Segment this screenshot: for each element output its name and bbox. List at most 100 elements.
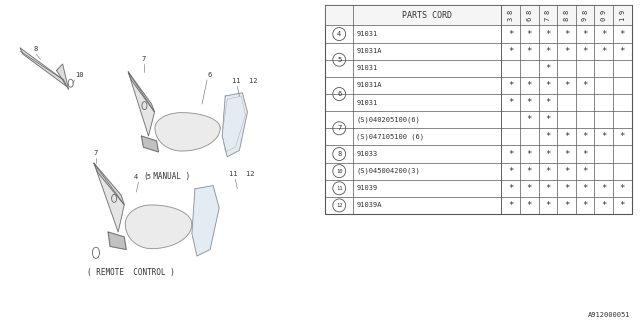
Text: *: * — [564, 184, 569, 193]
Polygon shape — [141, 136, 159, 152]
Text: *: * — [527, 81, 532, 90]
Text: *: * — [508, 201, 513, 210]
Text: 1: 1 — [620, 17, 625, 21]
Text: *: * — [545, 184, 550, 193]
Text: 4  5: 4 5 — [134, 174, 151, 180]
Text: ( REMOTE  CONTROL ): ( REMOTE CONTROL ) — [88, 268, 175, 277]
Text: 8: 8 — [545, 10, 551, 14]
Text: *: * — [564, 201, 569, 210]
Text: 8: 8 — [563, 10, 570, 14]
Text: *: * — [564, 47, 569, 56]
Polygon shape — [192, 186, 219, 256]
Text: *: * — [620, 47, 625, 56]
Text: 91039: 91039 — [356, 185, 378, 191]
Text: *: * — [527, 184, 532, 193]
Polygon shape — [125, 205, 192, 249]
Text: (S)040205100(6): (S)040205100(6) — [356, 116, 420, 123]
Text: *: * — [545, 115, 550, 124]
Text: *: * — [545, 167, 550, 176]
Text: 4: 4 — [337, 31, 341, 37]
Text: *: * — [545, 98, 550, 107]
Text: *: * — [582, 132, 588, 141]
Text: *: * — [620, 29, 625, 39]
Text: *: * — [582, 201, 588, 210]
Text: 9: 9 — [620, 10, 625, 14]
Text: 10: 10 — [75, 72, 83, 78]
Text: *: * — [545, 81, 550, 90]
Text: 0: 0 — [601, 17, 607, 21]
Text: *: * — [582, 149, 588, 158]
Bar — [325, 5, 632, 26]
Text: *: * — [601, 47, 606, 56]
Text: *: * — [527, 167, 532, 176]
Text: 8: 8 — [582, 10, 588, 14]
Text: *: * — [564, 167, 569, 176]
Text: *: * — [508, 81, 513, 90]
Text: *: * — [508, 29, 513, 39]
Text: 8: 8 — [33, 46, 38, 52]
Text: 7: 7 — [94, 150, 98, 156]
Polygon shape — [94, 163, 124, 232]
Text: *: * — [601, 201, 606, 210]
Text: 3: 3 — [508, 17, 514, 21]
Text: 8: 8 — [337, 151, 341, 157]
Polygon shape — [108, 232, 126, 250]
Text: *: * — [508, 149, 513, 158]
Text: *: * — [527, 115, 532, 124]
Text: *: * — [545, 149, 550, 158]
Polygon shape — [128, 72, 154, 136]
Text: *: * — [620, 132, 625, 141]
Polygon shape — [128, 72, 154, 112]
Text: 91031A: 91031A — [356, 83, 381, 88]
Text: *: * — [582, 47, 588, 56]
Text: *: * — [601, 29, 606, 39]
Text: *: * — [545, 64, 550, 73]
Text: *: * — [508, 98, 513, 107]
Text: ( MANUAL ): ( MANUAL ) — [143, 172, 190, 181]
Text: 91031: 91031 — [356, 100, 378, 106]
Text: *: * — [564, 29, 569, 39]
Text: 7: 7 — [141, 56, 146, 62]
Text: 91033: 91033 — [356, 151, 378, 157]
Text: *: * — [620, 201, 625, 210]
Text: 5: 5 — [337, 57, 341, 63]
Text: 7: 7 — [545, 17, 551, 21]
Polygon shape — [222, 93, 248, 157]
Text: *: * — [582, 167, 588, 176]
Text: 91031: 91031 — [356, 65, 378, 71]
Polygon shape — [94, 163, 124, 205]
Text: 6: 6 — [526, 17, 532, 21]
Text: 8: 8 — [563, 17, 570, 21]
Text: 10: 10 — [336, 169, 342, 174]
Text: *: * — [564, 132, 569, 141]
Text: *: * — [545, 29, 550, 39]
Text: 12: 12 — [336, 203, 342, 208]
Text: *: * — [620, 184, 625, 193]
Text: *: * — [545, 201, 550, 210]
Text: 8: 8 — [526, 10, 532, 14]
Text: 91039A: 91039A — [356, 203, 381, 208]
Text: 9: 9 — [601, 10, 607, 14]
Text: PARTS CORD: PARTS CORD — [403, 11, 452, 20]
Polygon shape — [56, 64, 68, 90]
Text: *: * — [582, 184, 588, 193]
Text: *: * — [545, 132, 550, 141]
Text: *: * — [601, 184, 606, 193]
Text: *: * — [564, 81, 569, 90]
Text: 11  12: 11 12 — [229, 171, 255, 177]
Text: *: * — [508, 47, 513, 56]
Text: *: * — [527, 98, 532, 107]
Text: *: * — [564, 149, 569, 158]
Text: 6: 6 — [337, 91, 341, 97]
Text: A912000051: A912000051 — [588, 312, 630, 318]
Text: 11: 11 — [336, 186, 342, 191]
Text: 7: 7 — [337, 125, 341, 131]
Text: *: * — [508, 167, 513, 176]
Text: *: * — [527, 149, 532, 158]
Text: 91031: 91031 — [356, 31, 378, 37]
Text: *: * — [545, 47, 550, 56]
Polygon shape — [155, 113, 220, 151]
Text: (S)045004200(3): (S)045004200(3) — [356, 168, 420, 174]
Text: 9: 9 — [582, 17, 588, 21]
Text: *: * — [601, 132, 606, 141]
